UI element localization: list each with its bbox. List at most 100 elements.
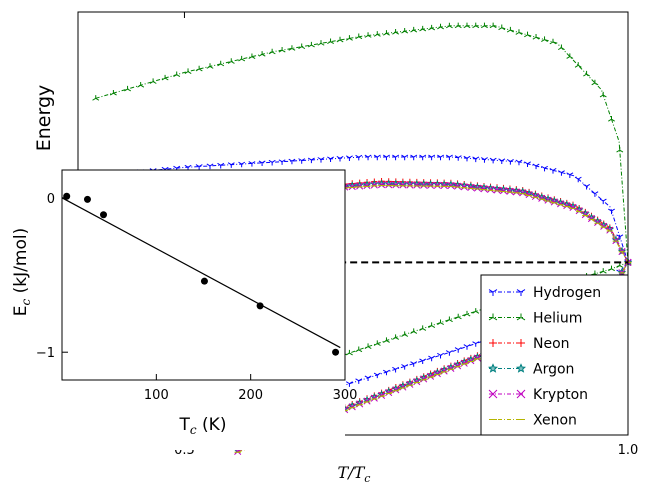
legend-item-helium: Helium [488,311,582,327]
data-point-marker [364,32,372,38]
data-point-marker [248,53,256,60]
inset-data-point [100,211,108,219]
data-point-marker [195,164,203,170]
data-point-marker [463,22,471,29]
legend-item-krypton: Krypton [488,387,588,403]
data-point-marker [392,386,400,394]
data-point-marker [472,308,480,314]
data-point-marker [472,22,480,29]
data-point-marker [92,95,100,101]
data-point-marker [516,363,526,373]
data-point-marker [616,234,624,240]
data-point-marker [480,22,488,29]
data-point-marker [606,226,614,234]
data-point-marker [467,357,475,365]
data-point-marker [488,363,498,373]
inset-fit-line [61,197,341,349]
data-point-marker [363,181,371,190]
data-point-marker [327,38,335,45]
data-point-marker [373,31,381,37]
data-point-marker [327,156,335,163]
data-point-marker [383,154,390,161]
data-point-marker [206,163,214,170]
data-point-marker [445,316,453,323]
data-point-marker [268,48,276,55]
data-point-marker [445,350,453,356]
data-point-marker [258,160,266,167]
data-point-marker [227,162,235,168]
data-point-marker [428,24,436,31]
data-point-marker [355,33,363,40]
legend-label: Neon [533,336,570,352]
data-point-marker [248,161,256,167]
data-point-marker [364,375,372,382]
data-point-marker [317,40,325,46]
data-point-marker [550,198,558,206]
data-point-marker [307,157,315,164]
data-point-marker [454,347,462,353]
data-point-marker [173,71,181,78]
data-point-marker [401,331,409,337]
data-point-marker [427,181,435,189]
data-point-marker [575,207,583,215]
data-point-marker [581,211,589,219]
inset-data-point [63,192,71,200]
data-point-marker [506,159,514,165]
data-point-marker [345,381,353,387]
main-x-axis-label: T/Tc [338,463,371,485]
data-point-marker [419,154,427,161]
data-point-marker [278,159,286,165]
data-point-marker [392,366,400,373]
data-point-marker [184,68,192,74]
data-point-marker [591,79,599,86]
data-point-marker [373,340,381,346]
data-point-marker [288,158,296,165]
data-point-marker [549,168,557,174]
main-x-tick-label: 1.0 [618,443,639,458]
inset-data-layer [61,192,341,356]
data-point-marker [480,157,488,163]
data-point-marker [161,74,169,81]
data-point-marker [608,265,615,272]
data-point-marker [428,154,436,161]
data-point-marker [355,378,363,384]
data-point-marker [410,361,418,367]
data-point-marker [317,157,325,163]
data-point-marker [392,154,400,161]
data-point-marker [499,187,508,195]
data-point-marker [364,343,372,349]
main-y-axis-label: Energy [33,85,55,152]
data-point-marker [563,202,571,210]
data-point-marker [566,172,574,178]
data-point-marker [454,155,462,161]
data-point-marker [124,85,132,92]
data-point-marker [460,359,468,367]
legend-label: Hydrogen [533,285,601,301]
data-point-marker [506,26,514,33]
data-point-marker [406,181,414,189]
data-point-marker [489,339,497,347]
legend-items: Hydrogen Helium Neon Argon Krypton Xenon [488,285,601,429]
data-point-marker [355,346,363,353]
data-point-marker [420,375,428,383]
inset-data-point [200,277,208,285]
inset-x-tick-label: 300 [333,388,358,403]
data-point-marker [599,268,607,274]
data-point-marker [385,181,393,189]
legend-label: Argon [533,362,574,378]
data-point-marker [437,352,444,359]
data-point-marker [433,181,441,189]
data-point-marker [392,29,400,35]
data-point-marker [378,181,386,189]
data-point-marker [428,322,436,328]
data-point-marker [392,334,400,340]
data-point-marker [472,156,480,163]
data-point-marker [517,339,525,347]
data-point-marker [493,186,501,194]
data-point-marker [574,176,582,183]
inset-y-tick-label: −1 [36,346,55,361]
data-point-marker [206,63,214,69]
data-point-marker [410,328,418,334]
data-point-marker [608,116,615,122]
